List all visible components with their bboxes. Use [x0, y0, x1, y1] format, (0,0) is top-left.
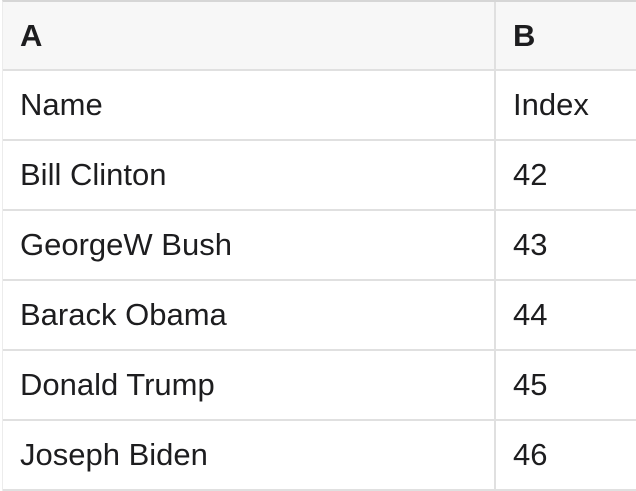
table-row: Bill Clinton 42 [3, 141, 636, 211]
table-row: Donald Trump 45 [3, 351, 636, 421]
cell-b-2[interactable]: 42 [513, 157, 548, 192]
table-row: Barack Obama 44 [3, 281, 636, 351]
cell-b-4[interactable]: 44 [513, 297, 548, 332]
column-header-b[interactable]: B [513, 17, 536, 53]
cell-a-2[interactable]: Bill Clinton [3, 141, 496, 209]
cell-b-5[interactable]: 45 [513, 367, 548, 402]
column-header-a[interactable]: A [3, 2, 496, 69]
table-row: GeorgeW Bush 43 [3, 211, 636, 281]
cell-a-4[interactable]: Barack Obama [3, 281, 496, 349]
cell-a-6[interactable]: Joseph Biden [3, 421, 496, 489]
table-row: Name Index [3, 71, 636, 141]
cell-a-1[interactable]: Name [3, 71, 496, 139]
cell-b-1[interactable]: Index [513, 87, 589, 122]
table-row: Joseph Biden 46 [3, 421, 636, 491]
cell-a-5[interactable]: Donald Trump [3, 351, 496, 419]
cell-b-6[interactable]: 46 [513, 437, 548, 472]
cell-b-3[interactable]: 43 [513, 227, 548, 262]
cell-a-3[interactable]: GeorgeW Bush [3, 211, 496, 279]
